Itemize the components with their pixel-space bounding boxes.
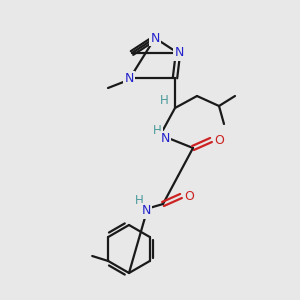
Text: O: O: [214, 134, 224, 146]
Text: H: H: [153, 124, 161, 137]
Text: H: H: [135, 194, 143, 208]
Text: N: N: [174, 46, 184, 59]
Text: N: N: [141, 205, 151, 218]
Text: H: H: [160, 94, 168, 107]
Text: N: N: [150, 32, 160, 44]
Text: N: N: [160, 133, 170, 146]
Text: O: O: [184, 190, 194, 202]
Text: N: N: [124, 73, 134, 85]
